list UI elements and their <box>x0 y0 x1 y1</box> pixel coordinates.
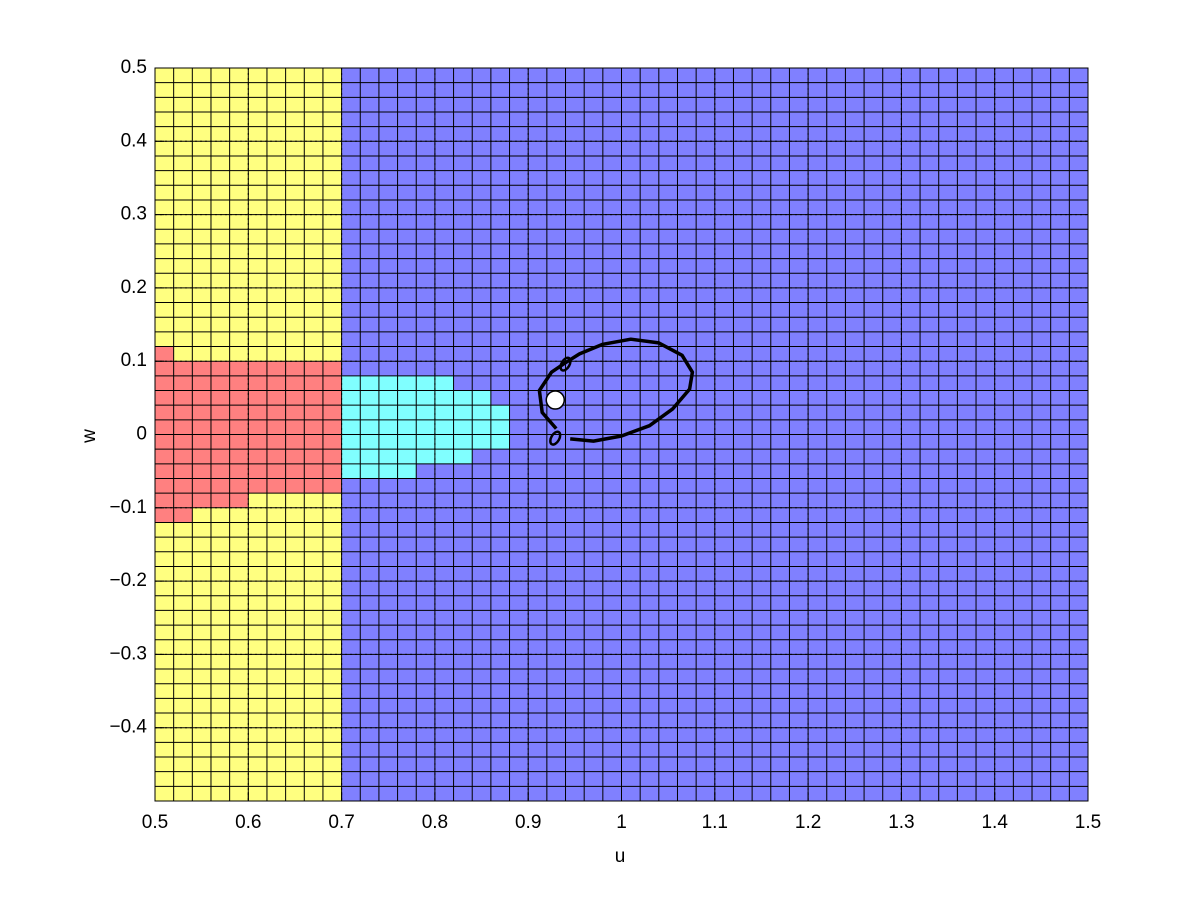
marker-point <box>545 390 566 410</box>
x-tick-label: 0.8 <box>422 812 448 833</box>
x-tick-label: 0.9 <box>515 812 541 833</box>
axes-box <box>154 67 1089 802</box>
y-tick-label: −0.4 <box>109 717 147 738</box>
cell-region <box>248 361 342 494</box>
cell-region <box>453 390 473 464</box>
y-tick-label: −0.3 <box>109 643 147 664</box>
cell-region <box>490 405 510 450</box>
x-tick-label: 1.1 <box>702 812 728 833</box>
y-tick-label: 0.4 <box>121 130 148 151</box>
y-tick-label: 0.1 <box>121 350 147 371</box>
trajectory <box>537 337 695 443</box>
y-axis-label: w <box>79 429 100 444</box>
cell-region <box>173 361 193 523</box>
x-tick-label: 0.5 <box>142 812 168 833</box>
x-tick-label: 1.3 <box>888 812 914 833</box>
loop <box>559 356 572 372</box>
x-tick-label: 1.5 <box>1075 812 1101 833</box>
x-tick-label: 1.2 <box>795 812 821 833</box>
y-tick-label: 0.5 <box>121 57 147 78</box>
x-tick-label: 1 <box>616 812 627 833</box>
x-tick-label: 1.4 <box>981 812 1008 833</box>
x-tick-label: 0.6 <box>235 812 261 833</box>
y-tick-label: −0.1 <box>109 497 147 518</box>
loop <box>549 430 562 446</box>
x-tick-label: 0.7 <box>328 812 354 833</box>
y-tick-label: −0.2 <box>109 570 147 591</box>
y-tick-label: 0.3 <box>121 204 147 225</box>
x-axis-label: u <box>615 846 626 867</box>
y-tick-label: 0.2 <box>121 277 147 298</box>
y-tick-label: 0 <box>136 424 147 445</box>
